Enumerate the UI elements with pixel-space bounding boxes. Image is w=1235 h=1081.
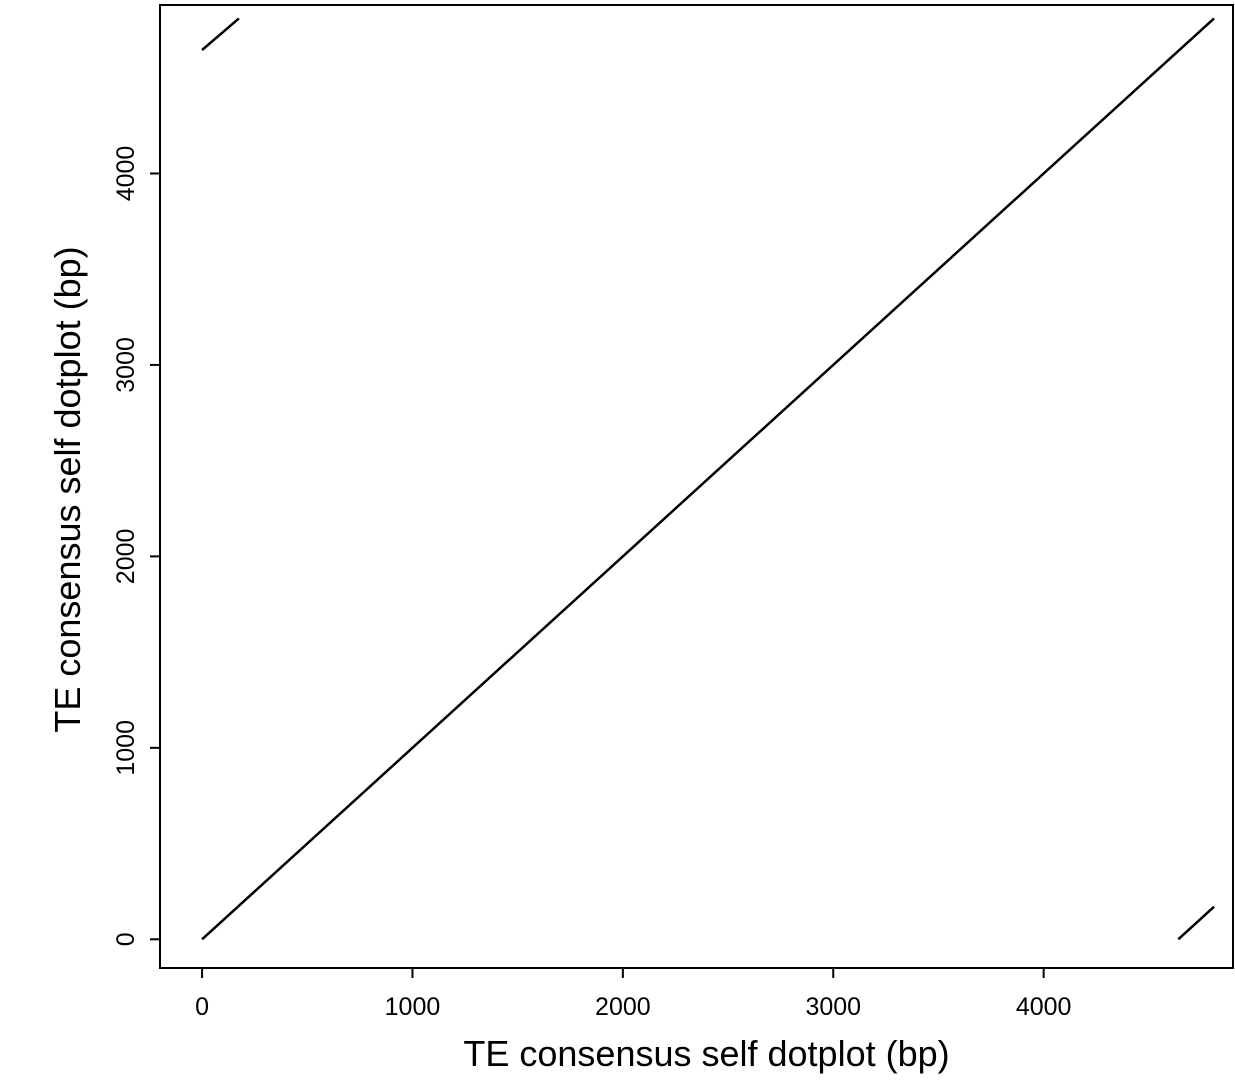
dotplot-segment-0	[201, 17, 1215, 941]
y-tick-label: 3000	[112, 337, 140, 393]
y-tick-label: 2000	[112, 529, 140, 585]
x-tick-label: 1000	[385, 993, 441, 1021]
x-tick-label: 0	[195, 993, 209, 1021]
y-tick-label: 4000	[112, 146, 140, 202]
dotplot-segment-1	[201, 17, 240, 51]
x-tick-label: 2000	[595, 993, 651, 1021]
diagonal-segments	[201, 17, 1215, 941]
y-axis: 0 1000 2000 3000 4000	[112, 146, 160, 946]
plot-frame	[159, 4, 1234, 969]
x-tick-label: 4000	[1016, 993, 1072, 1021]
x-axis-label: TE consensus self dotplot (bp)	[463, 1033, 949, 1074]
x-tick-label: 3000	[805, 993, 861, 1021]
y-tick-label: 1000	[112, 720, 140, 776]
y-tick-label: 0	[112, 932, 140, 946]
dotplot-segment-2	[1177, 905, 1215, 941]
x-axis: 0 1000 2000 3000 4000	[195, 968, 1071, 1021]
y-axis-label: TE consensus self dotplot (bp)	[47, 246, 88, 732]
